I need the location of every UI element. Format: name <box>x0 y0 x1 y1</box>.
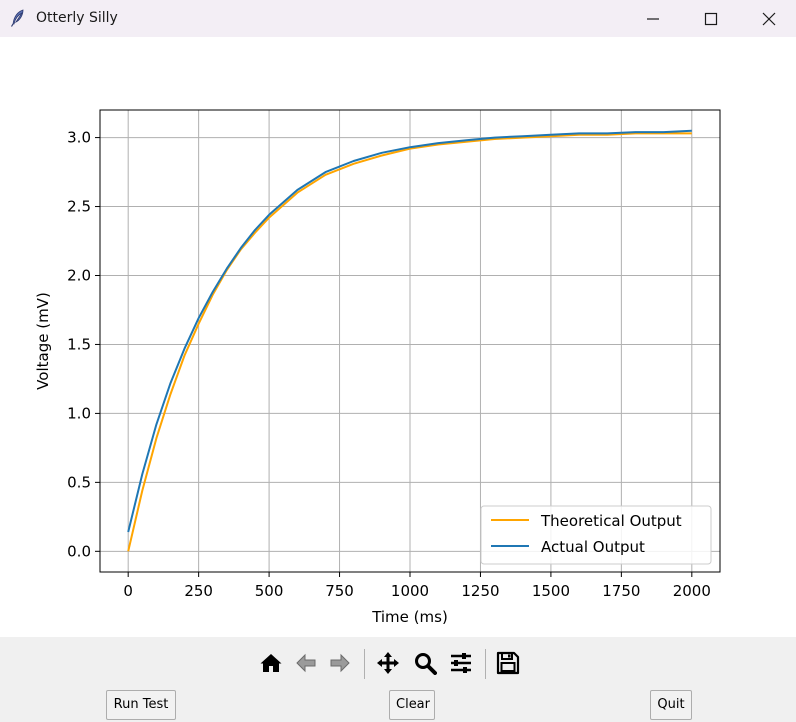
toolbar-separator <box>485 649 486 679</box>
y-tick-label: 0.0 <box>67 542 91 560</box>
title-bar: Otterly Silly <box>0 0 796 37</box>
back-arrow-icon <box>296 653 316 673</box>
window-title: Otterly Silly <box>36 10 118 26</box>
save-icon <box>496 651 520 675</box>
x-tick-label: 1750 <box>602 582 640 600</box>
back-button[interactable] <box>291 648 321 678</box>
zoom-icon <box>415 653 437 675</box>
x-tick-label: 0 <box>123 582 133 600</box>
navigation-toolbar: Run Test Clear Quit <box>0 637 796 722</box>
close-button[interactable] <box>740 0 796 37</box>
configure-subplots-button[interactable] <box>446 648 476 678</box>
line-chart: 0 250 500 750 1000 1250 1500 1750 2000 0.0 0.5 1.0 1… <box>34 109 721 626</box>
home-button[interactable] <box>256 648 286 678</box>
y-tick-label: 2.0 <box>67 266 91 284</box>
y-tick-label: 2.5 <box>67 198 91 216</box>
legend-label-theoretical: Theoretical Output <box>540 512 682 530</box>
legend-box <box>480 505 712 565</box>
minimize-button[interactable] <box>624 0 682 37</box>
pan-button[interactable] <box>373 648 403 678</box>
forward-arrow-icon <box>330 653 350 673</box>
close-icon <box>762 12 776 26</box>
home-icon <box>260 654 282 672</box>
y-tick-label: 1.5 <box>67 335 91 353</box>
y-tick-label: 1.0 <box>67 404 91 422</box>
configure-subplots-icon <box>451 653 471 673</box>
maximize-icon <box>704 12 718 26</box>
actual-output-line <box>127 129 692 533</box>
legend-label-actual: Actual Output <box>541 538 645 556</box>
x-tick-label: 1000 <box>391 582 429 600</box>
y-tick-label: 3.0 <box>67 129 91 147</box>
legend: Theoretical Output Actual Output <box>480 505 712 565</box>
y-axis-label: Voltage (mV) <box>34 292 52 390</box>
minimize-icon <box>647 18 659 20</box>
feather-icon <box>10 9 24 27</box>
quit-button[interactable]: Quit <box>650 690 692 720</box>
save-button[interactable] <box>493 648 523 678</box>
x-tick-label: 750 <box>325 582 354 600</box>
toolbar-separator <box>364 649 365 679</box>
x-tick-label: 500 <box>255 582 284 600</box>
x-tick-label: 1250 <box>461 582 499 600</box>
grid <box>100 110 720 572</box>
forward-button[interactable] <box>325 648 355 678</box>
pan-icon <box>377 652 399 674</box>
theoretical-output-line <box>127 132 692 552</box>
x-tick-label: 2000 <box>673 582 711 600</box>
axis-ticks: 0 250 500 750 1000 1250 1500 1750 2000 0.0 0.5 1.0 1… <box>67 129 711 600</box>
x-axis-label: Time (ms) <box>371 608 448 626</box>
clear-button[interactable]: Clear <box>389 690 435 720</box>
y-tick-label: 0.5 <box>67 473 91 491</box>
run-test-button[interactable]: Run Test <box>106 690 176 720</box>
series-lines <box>127 129 692 552</box>
plot-canvas[interactable]: 0 250 500 750 1000 1250 1500 1750 2000 0.0 0.5 1.0 1… <box>0 37 796 637</box>
zoom-button[interactable] <box>410 648 440 678</box>
maximize-button[interactable] <box>682 0 740 37</box>
x-tick-label: 250 <box>184 582 213 600</box>
x-tick-label: 1500 <box>532 582 570 600</box>
